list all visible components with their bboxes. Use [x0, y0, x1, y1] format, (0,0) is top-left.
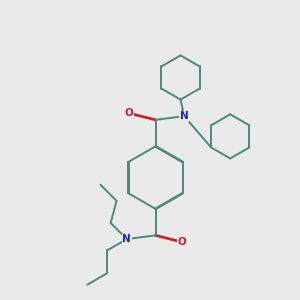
Text: O: O	[178, 237, 186, 247]
Text: N: N	[180, 111, 189, 121]
Text: N: N	[122, 234, 131, 244]
Text: O: O	[124, 108, 134, 118]
